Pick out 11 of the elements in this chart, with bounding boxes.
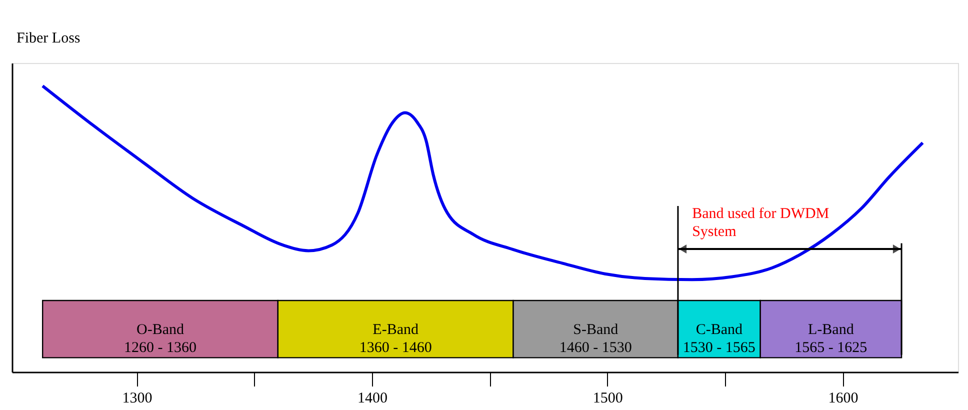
- band-label: O-Band 1260 - 1360: [124, 322, 197, 356]
- band-label: E-Band 1360 - 1460: [359, 322, 432, 356]
- x-tick-label: 1300: [122, 390, 152, 406]
- x-tick-label: 1500: [592, 390, 623, 406]
- y-axis-title: Fiber Loss: [16, 30, 80, 46]
- x-tick-label: 1600: [828, 390, 858, 406]
- band-label: C-Band 1530 - 1565: [682, 322, 756, 356]
- annotation: Band used for DWDM System: [692, 206, 830, 240]
- x-tick-label: 1400: [358, 390, 388, 406]
- band-label: S-Band 1460 - 1530: [559, 322, 632, 356]
- band-label: L-Band 1565 - 1625: [794, 322, 868, 356]
